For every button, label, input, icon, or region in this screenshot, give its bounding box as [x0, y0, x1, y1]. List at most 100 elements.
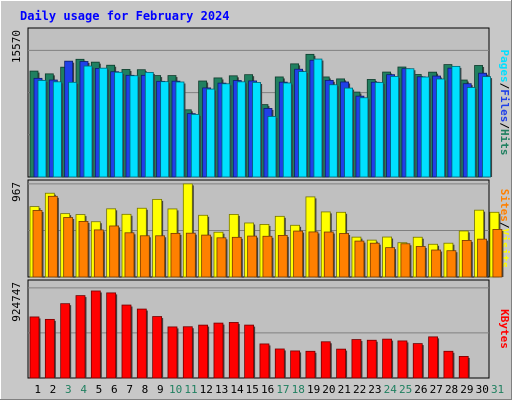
bar-pages-day-11: [190, 114, 200, 178]
bar-sites-day-21: [339, 233, 350, 278]
series-label-pages: Pages: [498, 50, 511, 83]
bar-pages-day-6: [114, 71, 124, 178]
x-tick-label-day-2: 2: [50, 383, 57, 396]
x-tick-label-day-29: 29: [460, 383, 473, 396]
bar-pages-day-30: [482, 76, 491, 178]
series-label-files: Files: [498, 89, 511, 122]
series-pages: [37, 58, 493, 178]
bar-pages-day-27: [436, 78, 445, 178]
x-tick-label-day-5: 5: [96, 383, 103, 396]
bar-kbytes-day-23: [366, 339, 377, 379]
x-tick-label-day-21: 21: [338, 383, 351, 396]
bar-sites-day-6: [109, 225, 120, 278]
bar-pages-day-26: [420, 76, 430, 178]
bar-kbytes-day-10: [167, 326, 178, 379]
series-label-kbytes: KBytes: [498, 309, 511, 349]
x-tick-label-day-15: 15: [246, 383, 259, 396]
series-label-separator: /: [498, 122, 511, 129]
x-tick-label-day-19: 19: [307, 383, 320, 396]
bar-sites-day-5: [93, 229, 104, 278]
bar-sites-day-22: [354, 240, 365, 278]
bar-kbytes-day-16: [259, 343, 270, 379]
bar-pages-day-8: [144, 71, 154, 178]
bar-sites-day-7: [124, 232, 135, 278]
bar-pages-day-3: [68, 81, 78, 178]
bar-sites-day-14: [231, 236, 242, 278]
bar-pages-day-29: [466, 87, 476, 178]
panel-kbytes: 924747 KBytes: [10, 279, 511, 379]
bar-kbytes-day-9: [152, 316, 163, 379]
bar-pages-day-5: [98, 67, 108, 178]
bar-kbytes-day-27: [428, 336, 438, 379]
bar-pages-day-12: [206, 88, 216, 178]
bar-pages-day-2: [52, 81, 62, 178]
panel-visits-ymax-label: 967: [10, 182, 23, 202]
bar-kbytes-day-7: [121, 304, 132, 379]
x-tick-label-day-7: 7: [126, 383, 133, 396]
x-tick-label-day-12: 12: [200, 383, 213, 396]
bar-pages-day-4: [83, 65, 93, 178]
bar-kbytes-day-8: [136, 308, 147, 379]
bar-sites-day-17: [277, 234, 288, 278]
series-label-separator: /: [498, 83, 511, 90]
x-tick-label-day-11: 11: [184, 383, 197, 396]
panel-kbytes-ymax-label: 924747: [10, 282, 23, 322]
panel-kbytes-plot-area: [27, 279, 490, 379]
x-tick-label-day-6: 6: [111, 383, 118, 396]
bar-kbytes-day-2: [44, 318, 55, 379]
bar-sites-day-3: [63, 217, 74, 278]
bar-sites-day-8: [139, 235, 150, 278]
x-tick-label-day-31: 31: [491, 383, 504, 396]
bar-pages-day-16: [267, 116, 277, 178]
bar-kbytes-day-4: [75, 295, 86, 379]
x-tick-label-day-17: 17: [276, 383, 289, 396]
bar-kbytes-day-26: [412, 343, 423, 379]
bar-sites-day-20: [323, 231, 334, 278]
bar-kbytes-day-22: [351, 339, 362, 379]
series-sites: [32, 195, 504, 278]
bar-sites-day-31: [492, 229, 503, 278]
x-tick-label-day-10: 10: [169, 383, 182, 396]
bar-kbytes-day-12: [198, 324, 209, 379]
bar-pages-day-18: [298, 71, 308, 178]
bar-sites-day-28: [446, 250, 457, 278]
bar-kbytes-day-18: [290, 350, 301, 379]
bar-sites-day-18: [293, 230, 304, 278]
bar-kbytes-day-11: [182, 326, 193, 379]
panel-visits: 967 Sites/Visits: [10, 179, 511, 278]
bar-kbytes-day-21: [336, 348, 347, 379]
bar-pages-day-10: [175, 81, 185, 178]
x-tick-label-day-18: 18: [292, 383, 305, 396]
series-kbytes: [29, 290, 470, 379]
bar-sites-day-26: [415, 246, 426, 278]
bar-pages-day-21: [344, 87, 354, 178]
series-label-sites: Sites: [498, 189, 511, 222]
x-tick-label-day-13: 13: [215, 383, 228, 396]
bar-sites-day-16: [262, 235, 273, 278]
bar-kbytes-day-19: [305, 350, 316, 379]
bar-pages-day-15: [252, 82, 262, 178]
x-tick-label-day-24: 24: [384, 383, 398, 396]
x-tick-label-day-23: 23: [368, 383, 381, 396]
bar-sites-day-9: [155, 235, 166, 278]
bar-sites-day-29: [461, 240, 472, 278]
x-tick-label-day-14: 14: [230, 383, 244, 396]
bar-pages-day-14: [236, 81, 246, 178]
panel-visits-plot-area: [27, 179, 490, 278]
x-tick-label-day-25: 25: [399, 383, 412, 396]
bar-sites-day-25: [400, 243, 411, 278]
panel-kbytes-series-label: KBytes: [498, 309, 511, 349]
x-tick-label-day-28: 28: [445, 383, 458, 396]
bar-kbytes-day-25: [397, 340, 408, 379]
x-tick-label-day-4: 4: [80, 383, 87, 396]
bar-pages-day-9: [160, 81, 170, 178]
bar-kbytes-day-28: [443, 350, 454, 379]
x-tick-label-day-8: 8: [142, 383, 149, 396]
bar-pages-day-1: [37, 80, 47, 178]
bar-kbytes-day-3: [60, 303, 71, 379]
bar-sites-day-12: [201, 234, 212, 278]
bar-kbytes-day-15: [244, 324, 255, 379]
bar-sites-day-10: [170, 232, 181, 278]
